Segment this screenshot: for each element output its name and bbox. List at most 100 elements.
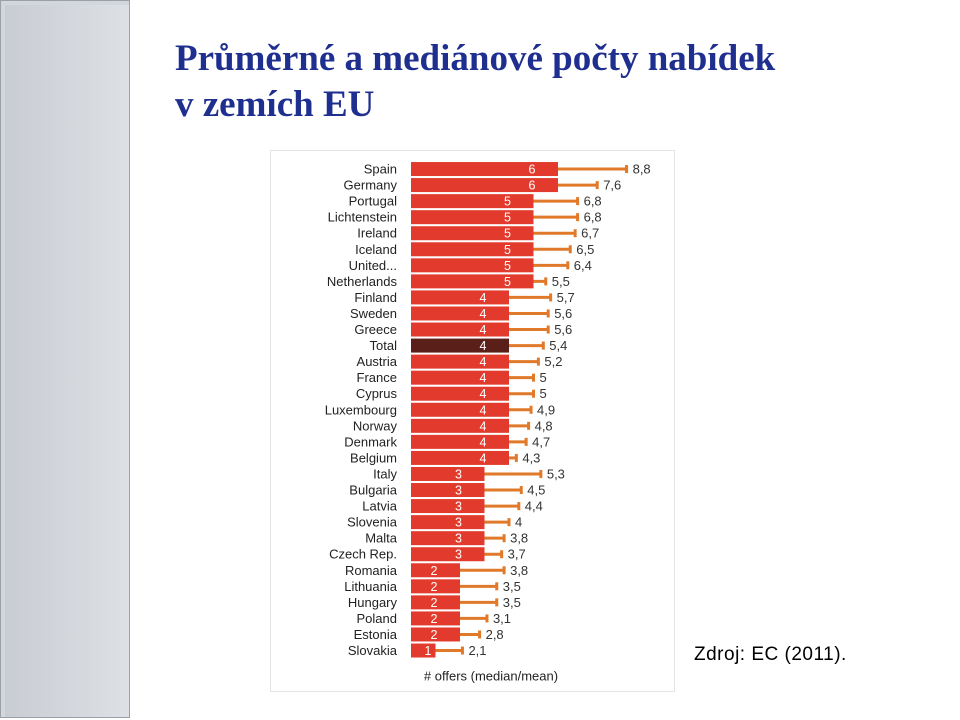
mean-value-label: 5,6: [554, 306, 572, 321]
median-bar: [411, 531, 485, 546]
mean-marker: [514, 453, 518, 462]
mean-marker: [539, 469, 543, 478]
category-label: Ireland: [357, 226, 397, 241]
median-bar: [411, 194, 534, 209]
median-bar: [411, 162, 558, 177]
median-value-label: 3: [455, 516, 462, 530]
median-value-label: 2: [431, 612, 438, 626]
mean-value-label: 3,8: [510, 563, 528, 578]
mean-value-label: 3,1: [493, 611, 511, 626]
mean-marker: [500, 550, 504, 559]
median-value-label: 5: [504, 259, 511, 273]
sidebar-panel: [5, 5, 129, 717]
mean-value-label: 7,6: [603, 178, 621, 193]
mean-value-label: 5: [540, 370, 547, 385]
mean-value-label: 5,4: [549, 338, 567, 353]
slide-title-line-1: Průměrné a mediánové počty nabídek: [175, 38, 776, 79]
median-bar: [411, 418, 509, 433]
category-label: Portugal: [349, 194, 398, 209]
mean-value-label: 6,4: [574, 258, 592, 273]
median-value-label: 4: [480, 307, 487, 321]
mean-marker: [573, 229, 577, 238]
mean-marker: [595, 181, 599, 190]
mean-marker: [576, 213, 580, 222]
mean-marker: [532, 389, 535, 398]
mean-marker: [478, 630, 482, 639]
bar-chart: Spain 6 8,8 Germany 6 7,6 Portugal 5 6,8 Lichtens…: [325, 162, 651, 684]
median-value-label: 3: [455, 548, 462, 562]
median-value-label: 2: [431, 564, 438, 578]
category-label: Cyprus: [356, 386, 398, 401]
median-value-label: 5: [504, 243, 511, 257]
median-value-label: 1: [425, 644, 432, 658]
category-label: Finland: [354, 290, 397, 305]
median-bar: [411, 450, 509, 465]
source-note: Zdroj: EC (2011).: [694, 644, 847, 665]
category-label: Belgium: [350, 450, 397, 465]
median-value-label: 3: [455, 467, 462, 481]
category-label: Sweden: [350, 306, 397, 321]
median-value-label: 5: [504, 227, 511, 241]
median-value-label: 4: [480, 371, 487, 385]
total-bar: [411, 338, 509, 353]
chart-panel: Spain 6 8,8 Germany 6 7,6 Portugal 5 6,8 Lichtens…: [270, 150, 675, 692]
mean-value-label: 3,7: [508, 547, 526, 562]
median-value-label: 4: [480, 323, 487, 337]
category-label: Spain: [364, 162, 397, 177]
mean-value-label: 2,8: [486, 627, 504, 642]
median-value-label: 4: [480, 339, 487, 353]
median-value-label: 4: [480, 451, 487, 465]
median-value-label: 5: [504, 275, 511, 289]
category-label: Norway: [353, 418, 398, 433]
category-label: Malta: [365, 531, 398, 546]
median-bar: [411, 370, 509, 385]
left-sidebar-decoration: [0, 0, 130, 718]
category-label: Iceland: [355, 242, 397, 257]
median-bar: [411, 226, 534, 241]
mean-marker: [517, 502, 521, 511]
mean-marker: [527, 421, 531, 430]
mean-value-label: 5,3: [547, 466, 565, 481]
category-label: Netherlands: [327, 274, 398, 289]
median-bar: [411, 595, 460, 610]
slide-title-line-2: v zemích EU: [175, 84, 375, 125]
category-label: Greece: [354, 322, 397, 337]
mean-value-label: 3,8: [510, 531, 528, 546]
mean-marker: [576, 197, 580, 206]
median-value-label: 3: [455, 484, 462, 498]
mean-marker: [495, 582, 499, 591]
mean-marker: [524, 437, 528, 446]
median-bar: [411, 258, 534, 273]
median-bar: [411, 210, 534, 225]
mean-value-label: 3,5: [503, 579, 521, 594]
mean-marker: [566, 261, 570, 270]
mean-marker: [532, 373, 535, 382]
mean-marker: [460, 646, 464, 655]
mean-marker: [502, 534, 506, 543]
mean-marker: [507, 518, 511, 527]
category-label: Lithuania: [344, 579, 398, 594]
median-bar: [411, 386, 509, 401]
mean-value-label: 4,4: [525, 499, 543, 514]
median-bar: [411, 579, 460, 594]
mean-value-label: 4,9: [537, 402, 555, 417]
mean-value-label: 3,5: [503, 595, 521, 610]
mean-value-label: 5,2: [544, 354, 562, 369]
category-label: Czech Rep.: [329, 547, 397, 562]
median-value-label: 4: [480, 435, 487, 449]
category-label: United...: [349, 258, 397, 273]
median-bar: [411, 466, 485, 481]
mean-value-label: 5,7: [557, 290, 575, 305]
median-bar: [411, 627, 460, 642]
mean-value-label: 5,5: [552, 274, 570, 289]
category-label: Germany: [344, 178, 398, 193]
mean-value-label: 5,6: [554, 322, 572, 337]
category-label: France: [357, 370, 397, 385]
category-label: Latvia: [362, 499, 397, 514]
median-bar: [411, 290, 509, 305]
category-label: Slovakia: [348, 643, 398, 658]
mean-value-label: 4,3: [522, 450, 540, 465]
mean-value-label: 4,8: [535, 418, 553, 433]
slide-title: Průměrné a mediánové počty nabídek v zem…: [175, 36, 775, 128]
median-value-label: 6: [529, 179, 536, 193]
